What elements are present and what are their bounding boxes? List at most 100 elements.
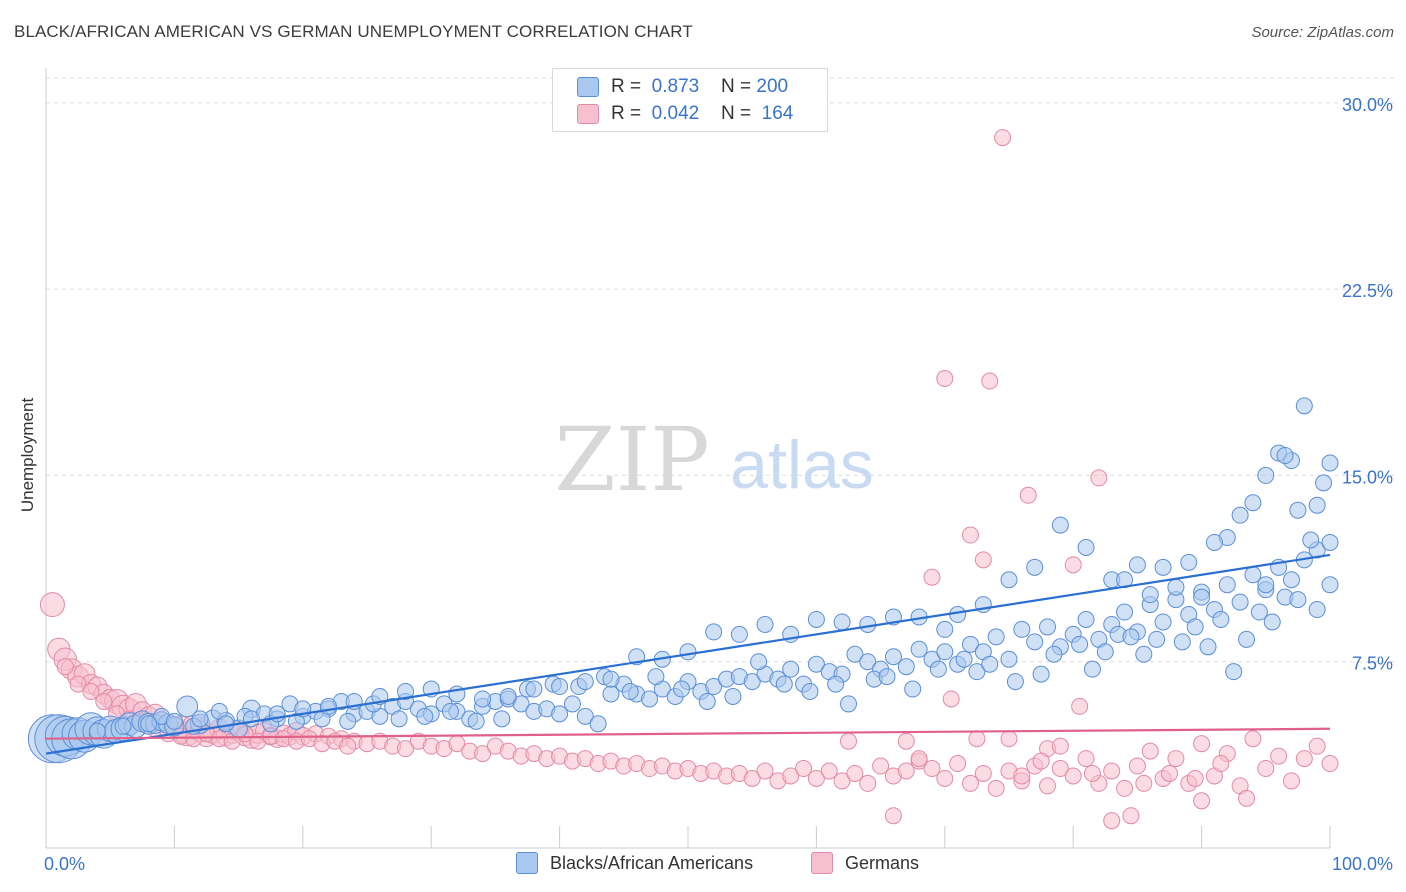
blacks-point	[1308, 496, 1326, 514]
blacks-point	[467, 712, 485, 730]
blacks-point	[1148, 630, 1166, 648]
germans-point	[833, 772, 851, 790]
blacks-point	[1257, 466, 1275, 484]
blacks-point	[589, 715, 607, 733]
germans-point	[1090, 469, 1108, 487]
blacks-point	[441, 702, 459, 720]
germans-point	[1039, 777, 1057, 795]
blacks-point	[640, 690, 658, 708]
germans-point	[69, 675, 87, 693]
germans-point	[39, 592, 65, 618]
germans-point	[1193, 792, 1211, 810]
blacks-point	[551, 705, 569, 723]
blacks-point	[878, 668, 896, 686]
blacks-point	[621, 683, 639, 701]
germans-point	[923, 568, 941, 586]
blacks-point	[525, 680, 543, 698]
blacks-point	[397, 683, 415, 701]
blacks-point	[1289, 591, 1307, 609]
blacks-point	[1128, 556, 1146, 574]
blacks-point	[1077, 538, 1095, 556]
blacks-point	[1122, 628, 1140, 646]
blacks-point	[775, 675, 793, 693]
blacks-point	[1302, 531, 1320, 549]
legend-swatch-blue	[577, 77, 599, 97]
blacks-point	[1026, 633, 1044, 651]
blacks-point	[563, 695, 581, 713]
blacks-point	[724, 687, 742, 705]
blacks-point	[833, 613, 851, 631]
blacks-point	[88, 722, 106, 740]
germans-point	[1193, 735, 1211, 753]
blacks-point	[499, 687, 517, 705]
germans-trend-line	[45, 727, 1331, 740]
blacks-point	[705, 678, 723, 696]
germans-point	[1083, 764, 1101, 782]
germans-point	[474, 745, 492, 763]
germans-point	[974, 551, 992, 569]
watermark: ZIP atlas	[554, 408, 873, 511]
blacks-point	[1032, 665, 1050, 683]
blacks-point	[217, 715, 235, 733]
germans-point	[897, 732, 915, 750]
germans-point	[1257, 760, 1275, 778]
blacks-point	[1083, 660, 1101, 678]
legend-row-germans: R = 0.042 N = 164	[577, 102, 793, 126]
blacks-point	[987, 628, 1005, 646]
germans-point	[1103, 812, 1121, 830]
blacks-point	[1250, 603, 1268, 621]
blacks-point	[1308, 601, 1326, 619]
blacks-point	[705, 623, 723, 641]
blacks-point	[1026, 558, 1044, 576]
germans-point	[1135, 774, 1153, 792]
blacks-point	[981, 655, 999, 673]
germans-point	[807, 769, 825, 787]
germans-point	[1167, 750, 1185, 768]
blacks-point	[1315, 474, 1333, 492]
blacks-point	[1006, 673, 1024, 691]
germans-point	[910, 750, 928, 768]
blacks-point	[1257, 576, 1275, 594]
blacks-point	[512, 695, 530, 713]
germans-point	[1071, 697, 1089, 715]
legend-n-label: N =	[721, 103, 752, 124]
blacks-point	[1077, 610, 1095, 628]
germans-point	[846, 764, 864, 782]
germans-point	[1077, 750, 1095, 768]
blacks-point	[390, 710, 408, 728]
blacks-point	[1321, 533, 1339, 551]
legend-item-germans[interactable]: Germans	[811, 852, 919, 874]
blacks-point	[1000, 650, 1018, 668]
blacks-point	[1051, 516, 1069, 534]
germans-point	[1212, 755, 1230, 773]
blacks-point	[319, 697, 337, 715]
germans-point	[1238, 789, 1256, 807]
blacks-point	[576, 673, 594, 691]
blacks-point	[1000, 571, 1018, 589]
germans-point	[897, 762, 915, 780]
blacks-point	[955, 650, 973, 668]
germans-point	[1141, 742, 1159, 760]
germans-point	[1161, 764, 1178, 782]
legend-item-blacks[interactable]: Blacks/African Americans	[516, 852, 753, 874]
germans-point	[1000, 730, 1018, 748]
blacks-point	[1013, 620, 1031, 638]
blacks-point	[936, 620, 954, 638]
blacks-point	[191, 710, 209, 728]
germans-point	[743, 769, 761, 787]
germans-point	[1282, 772, 1300, 790]
blacks-point	[176, 695, 199, 718]
blacks-point	[1295, 397, 1313, 415]
y-tick-label: 7.5%	[1352, 654, 1393, 674]
germans-point	[1321, 755, 1339, 773]
legend-label-germans: Germans	[845, 852, 920, 873]
germans-point	[1308, 737, 1326, 755]
trend-lines	[45, 553, 1331, 755]
tick-labels: 7.5% 15.0% 22.5% 30.0% 0.0% 100.0%	[44, 95, 1393, 874]
blacks-points	[27, 397, 1339, 764]
blacks-point	[1225, 663, 1243, 681]
blacks-point	[1276, 447, 1294, 465]
blacks-point	[1096, 643, 1114, 661]
blacks-point	[884, 648, 902, 666]
blacks-point	[165, 712, 183, 730]
